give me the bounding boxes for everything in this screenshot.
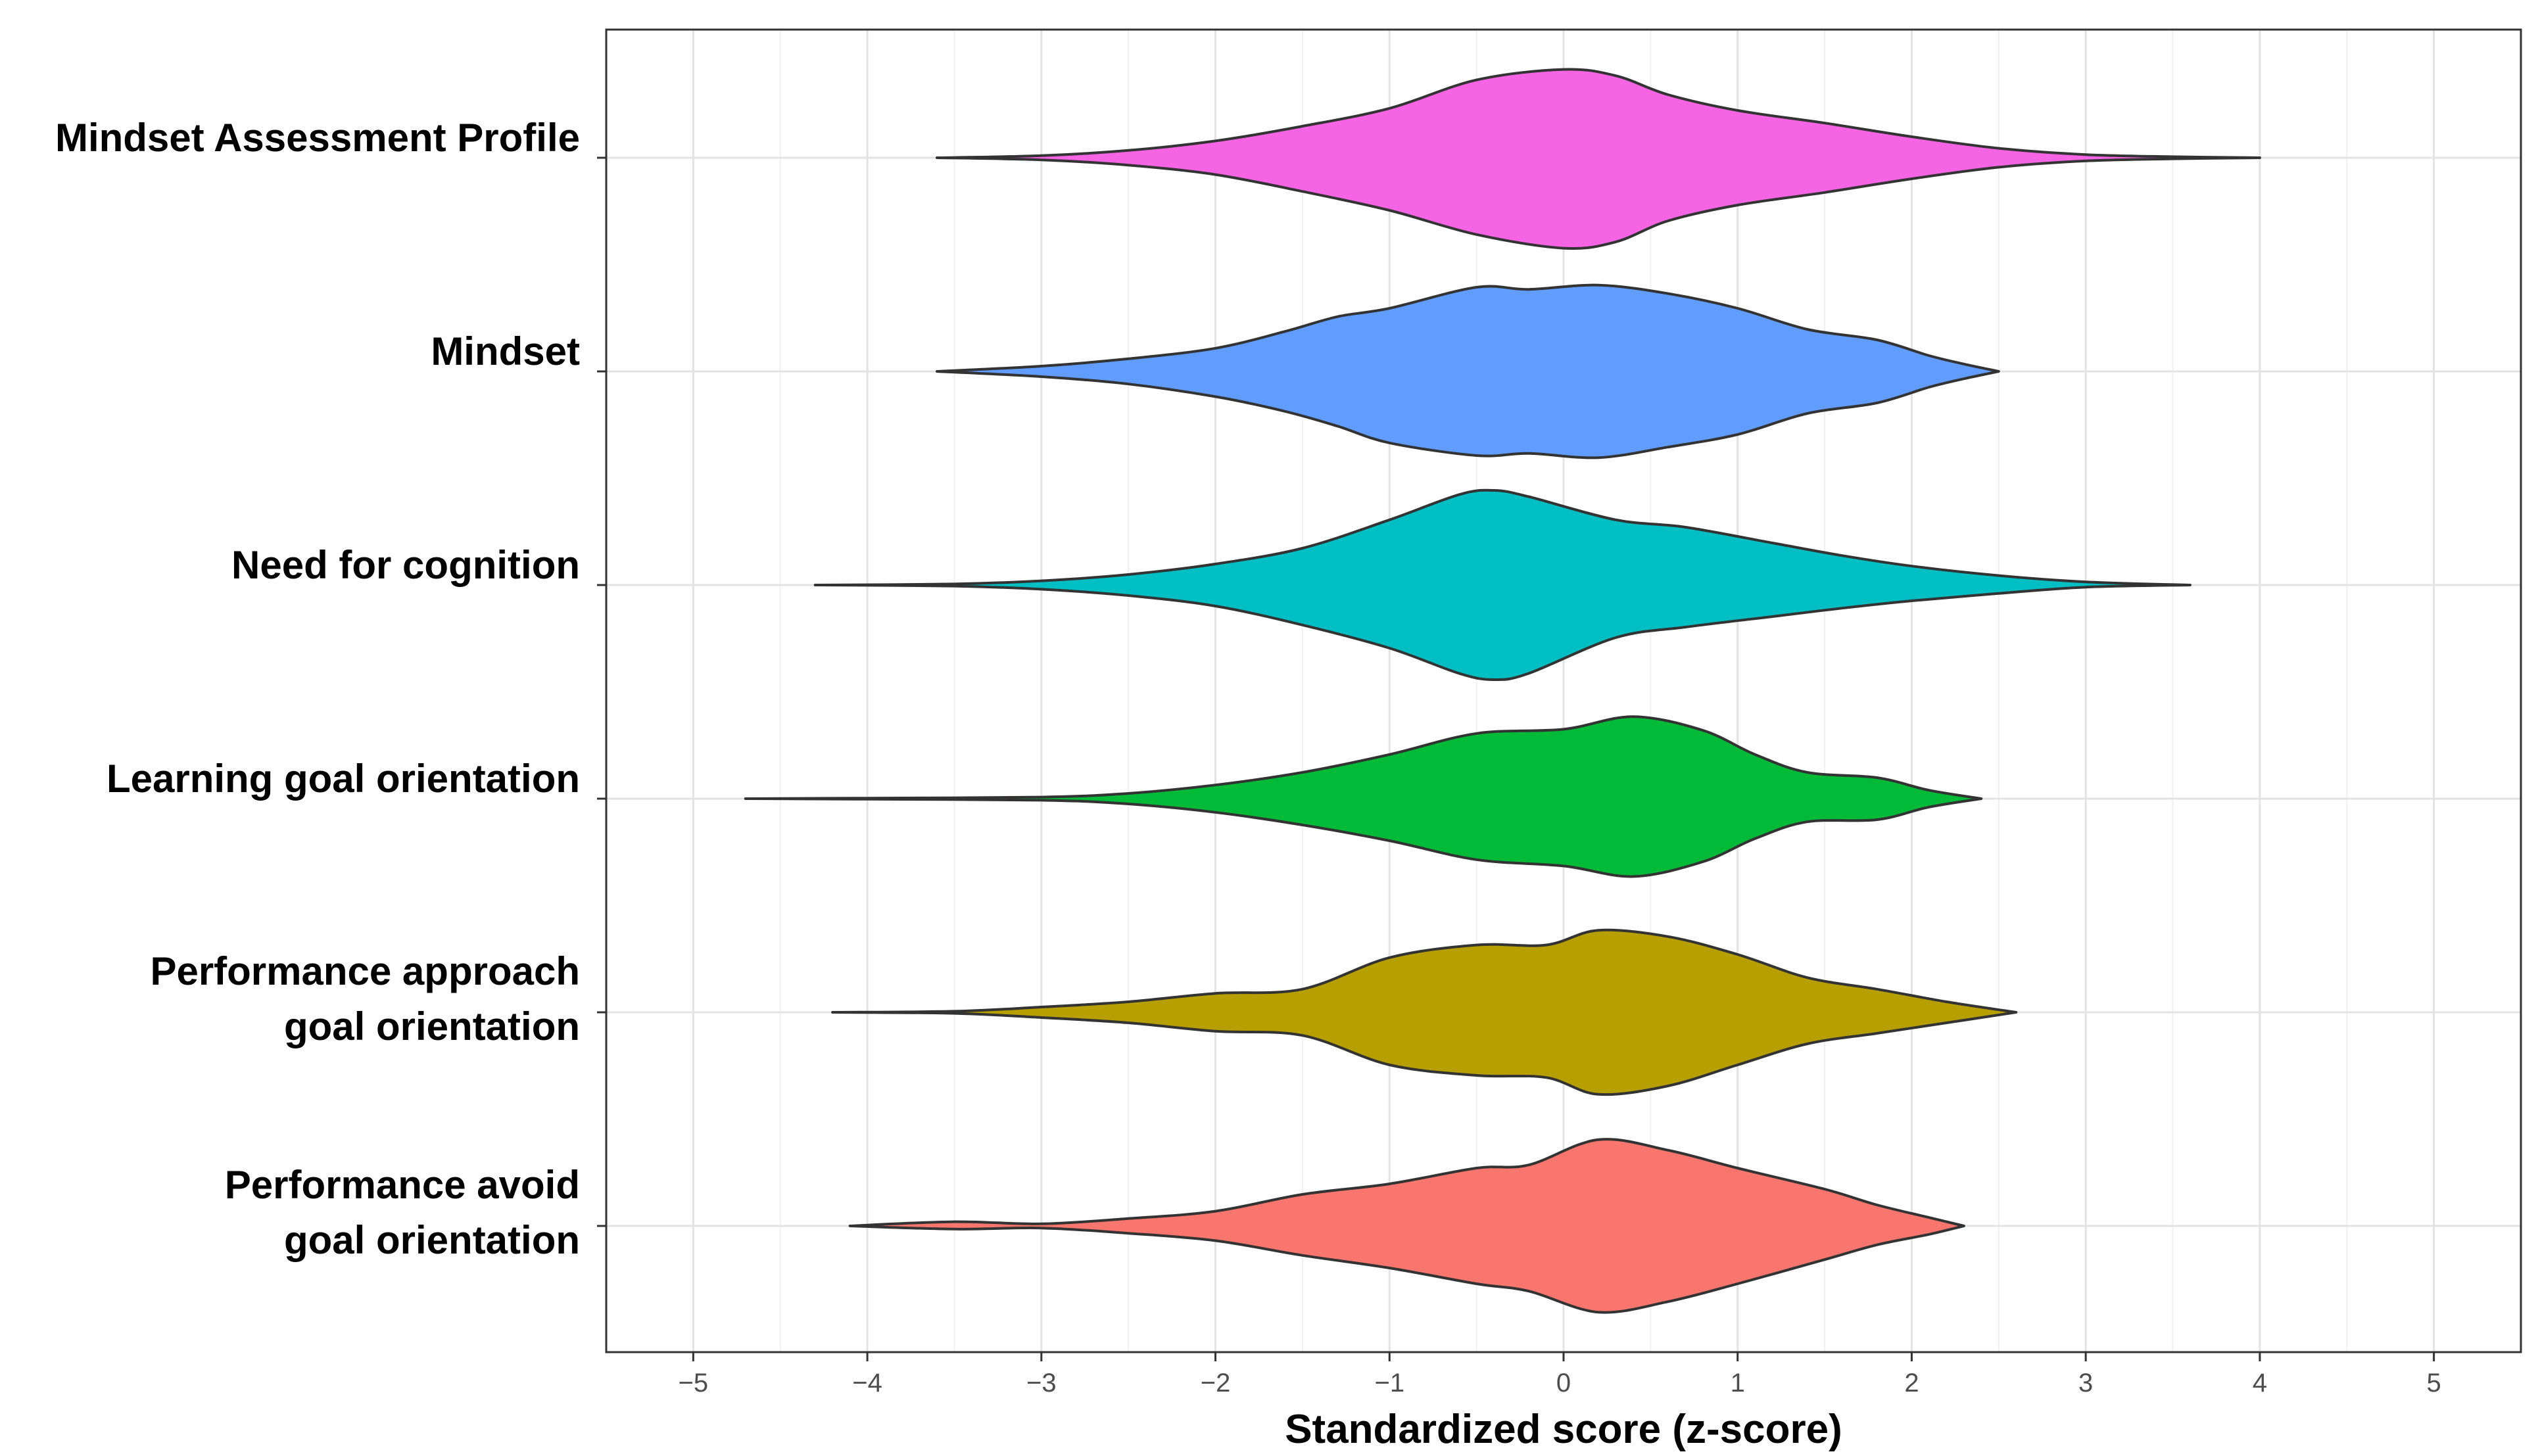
category-label: goal orientation (284, 1004, 580, 1048)
violin-need-for-cognition (813, 488, 2191, 682)
category-label: Performance approach (150, 949, 580, 993)
x-tick-label: −1 (1374, 1369, 1404, 1397)
category-label: Performance avoid (225, 1163, 580, 1207)
x-axis-title: Standardized score (z-score) (1285, 1407, 1842, 1452)
violin-mindset-assessment-profile (936, 68, 2261, 250)
y-axis-ticks (597, 156, 606, 1227)
x-tick-label: 0 (1556, 1369, 1571, 1397)
violin-performance-approach-goal-orientation (831, 928, 2018, 1096)
category-label: Mindset (431, 329, 580, 373)
category-label: Learning goal orientation (107, 757, 580, 801)
x-tick-label: 2 (1904, 1369, 1919, 1397)
x-tick-label: 5 (2427, 1369, 2441, 1397)
violin-mindset (936, 283, 2000, 459)
violin-learning-goal-orientation (744, 715, 1983, 878)
x-tick-label: 1 (1731, 1369, 1745, 1397)
category-label: goal orientation (284, 1218, 580, 1262)
x-tick-label: −3 (1026, 1369, 1057, 1397)
x-tick-label: 3 (2078, 1369, 2093, 1397)
x-axis-tick-labels: −5 −4 −3 −2 −1 0 1 2 3 4 5 (679, 1369, 2441, 1397)
violins (744, 68, 2261, 1314)
x-tick-label: −2 (1201, 1369, 1231, 1397)
x-tick-label: −4 (852, 1369, 882, 1397)
x-axis-ticks (692, 1352, 2435, 1361)
x-tick-label: −5 (679, 1369, 709, 1397)
x-tick-label: 4 (2253, 1369, 2267, 1397)
category-label: Need for cognition (231, 543, 580, 587)
category-label: Mindset Assessment Profile (55, 116, 580, 160)
y-axis-category-labels: Mindset Assessment Profile Mindset Need fo… (55, 116, 580, 1262)
violin-performance-avoid-goal-orientation (848, 1138, 1965, 1314)
